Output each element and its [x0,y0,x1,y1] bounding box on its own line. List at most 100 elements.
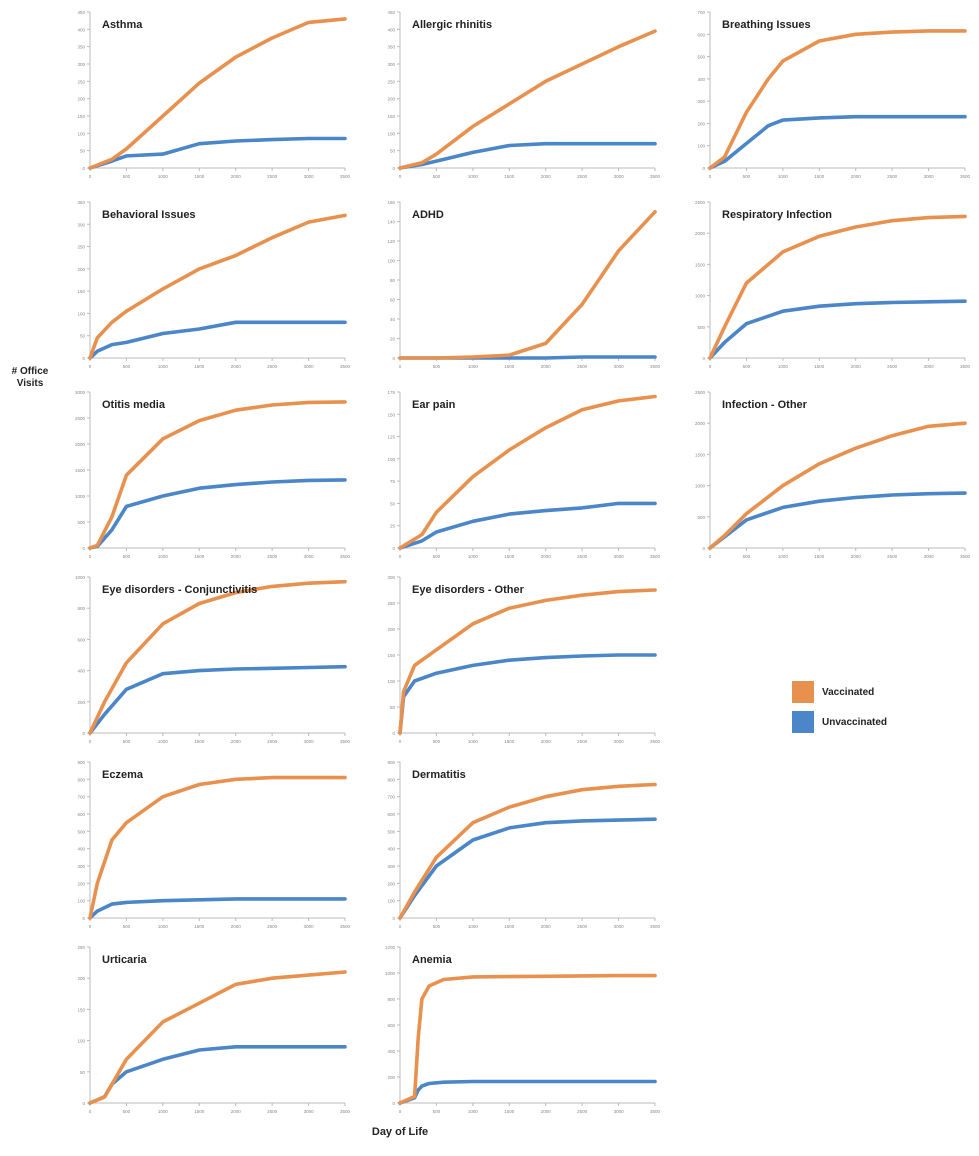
y-tick-label: 2500 [695,390,706,395]
x-tick-label: 1000 [158,364,169,369]
y-tick-label: 300 [387,62,395,67]
subplot-title: Eye disorders - Conjunctivitis [102,584,257,596]
x-tick-label: 0 [399,554,402,559]
y-tick-label: 700 [697,10,705,15]
series-line-unvaccinated [708,114,967,170]
x-tick-label: 3500 [340,174,351,179]
subplot-title: Eye disorders - Other [412,584,525,596]
y-tick-label: 450 [77,10,85,15]
x-tick-label: 3500 [650,924,661,929]
y-tick-label: 300 [77,222,85,227]
y-tick-label: 600 [387,812,395,817]
subplot-adhd: 0 20 40 60 80 100 120 140 160 0 500 1000 1500 2000 250… [387,200,660,369]
subplot-infection-other: 0 500 1000 1500 2000 2500 0 500 1000 1500 2000 2500… [695,390,971,559]
x-tick-label: 3500 [650,739,661,744]
y-tick-label: 0 [702,166,705,171]
y-tick-label: 3000 [75,390,86,395]
x-tick-label: 500 [433,364,441,369]
series-line-vaccinated [88,17,347,170]
x-tick-label: 3000 [304,364,315,369]
y-tick-label: 500 [697,325,705,330]
series-line-unvaccinated [88,664,347,735]
y-tick-label: 140 [387,220,395,225]
y-tick-label: 0 [82,1101,85,1106]
y-tick-label: 125 [387,435,395,440]
x-tick-label: 2500 [267,364,278,369]
x-tick-label: 2500 [577,1109,588,1114]
legend-label-unvaccinated: Unvaccinated [822,716,888,728]
y-axis-label: # Office Visits [11,366,49,389]
x-tick-label: 0 [89,1109,92,1114]
x-tick-label: 3000 [614,739,625,744]
x-tick-label: 1500 [504,924,515,929]
subplot-title: Urticaria [102,954,148,966]
x-tick-label: 2500 [577,174,588,179]
y-tick-label: 1500 [695,452,706,457]
x-tick-label: 1000 [158,739,169,744]
x-tick-label: 2500 [577,739,588,744]
y-tick-label: 160 [387,200,395,205]
subplot-eye-disorders-conjunctivitis: 0 200 400 600 800 1000 0 500 1000 1500 2000 2500 300… [75,575,351,744]
x-tick-label: 2000 [851,554,862,559]
series-line-vaccinated [708,214,967,360]
y-tick-label: 300 [387,864,395,869]
y-tick-label: 120 [387,239,395,244]
x-tick-label: 1000 [778,364,789,369]
y-tick-label: 900 [387,760,395,765]
x-tick-label: 500 [433,739,441,744]
x-tick-label: 2500 [267,924,278,929]
series-line-unvaccinated [398,141,657,170]
legend-item-unvaccinated: Unvaccinated [792,710,962,734]
y-tick-label: 300 [77,864,85,869]
x-tick-label: 3500 [650,364,661,369]
y-tick-label: 500 [697,515,705,520]
y-tick-label: 40 [390,317,396,322]
x-tick-label: 1500 [814,364,825,369]
y-tick-label: 50 [390,501,396,506]
x-tick-label: 3000 [304,1109,315,1114]
y-tick-label: 0 [702,546,705,551]
x-tick-label: 1500 [504,174,515,179]
y-tick-label: 350 [77,200,85,205]
y-tick-label: 150 [77,1007,85,1012]
x-tick-label: 1000 [468,554,479,559]
legend-swatch-unvaccinated [792,711,814,733]
subplot-otitis-media: 0 500 1000 1500 2000 2500 3000 0 500 1000 1500 2000… [75,390,351,559]
subplot-title: Asthma [102,19,143,31]
x-tick-label: 1500 [194,739,205,744]
subplot-title: Dermatitis [412,769,466,781]
x-tick-label: 1000 [468,364,479,369]
x-tick-label: 1500 [504,364,515,369]
series-line-vaccinated [88,400,347,550]
x-tick-label: 3000 [924,174,935,179]
x-tick-label: 2500 [267,174,278,179]
x-tick-label: 500 [743,554,751,559]
series-line-vaccinated [398,973,657,1105]
y-tick-label: 2000 [75,442,86,447]
x-tick-label: 3000 [304,174,315,179]
y-tick-label: 0 [82,916,85,921]
y-tick-label: 2500 [695,200,706,205]
x-tick-label: 500 [433,924,441,929]
x-tick-label: 1500 [194,364,205,369]
x-tick-label: 500 [433,554,441,559]
series-line-unvaccinated [398,501,657,550]
y-tick-label: 400 [77,669,85,674]
y-tick-label: 0 [82,731,85,736]
y-tick-label: 100 [77,899,85,904]
y-tick-label: 350 [387,45,395,50]
x-tick-label: 2000 [541,1109,552,1114]
series-line-unvaccinated [398,653,657,735]
subplot-allergic-rhinitis: 0 50 100 150 200 250 300 350 400 450 0 500 1000 1500 2… [387,10,660,179]
x-tick-label: 2000 [231,1109,242,1114]
x-tick-label: 3500 [960,364,971,369]
y-tick-label: 900 [77,760,85,765]
y-tick-label: 100 [77,311,85,316]
y-tick-label: 2000 [695,421,706,426]
y-tick-label: 50 [390,149,396,154]
x-tick-label: 0 [89,174,92,179]
y-tick-label: 200 [77,976,85,981]
y-tick-label: 600 [77,812,85,817]
series-line-unvaccinated [88,897,347,920]
